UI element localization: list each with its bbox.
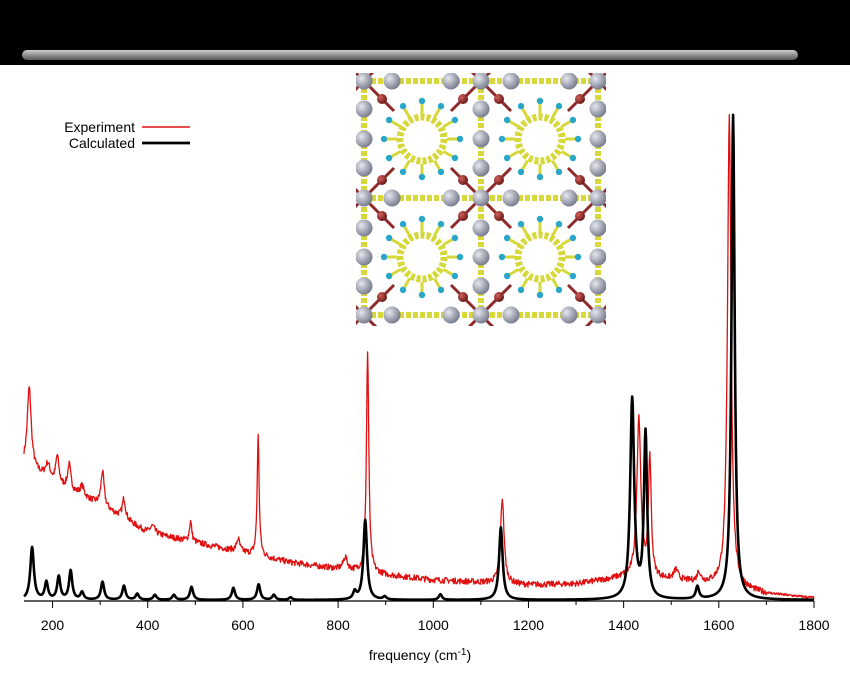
x-tick-label: 1000 [418,617,449,633]
crystal-structure-image [332,49,630,347]
x-axis: 200 400 600 800 1000 1200 1400 1600 1800 [24,600,830,633]
banner-highlight-bar [22,50,798,60]
legend-label-calculated: Calculated [69,135,135,151]
series-line-experiment [23,113,815,599]
x-tick-label: 400 [136,617,160,633]
series-lines [23,113,815,602]
x-axis-label: frequency (cm-1) [369,647,471,663]
x-tick-label: 200 [41,617,65,633]
x-tick-label: 1600 [703,617,734,633]
x-tick-label: 1400 [608,617,639,633]
top-banner [0,0,850,65]
legend-label-experiment: Experiment [64,119,135,135]
x-tick-label: 800 [326,617,350,633]
series-line-calculated [23,113,815,602]
x-tick-label: 600 [231,617,255,633]
x-tick-label: 1200 [513,617,544,633]
crystal-structure-drawing [332,49,630,347]
x-tick-label: 1800 [798,617,829,633]
